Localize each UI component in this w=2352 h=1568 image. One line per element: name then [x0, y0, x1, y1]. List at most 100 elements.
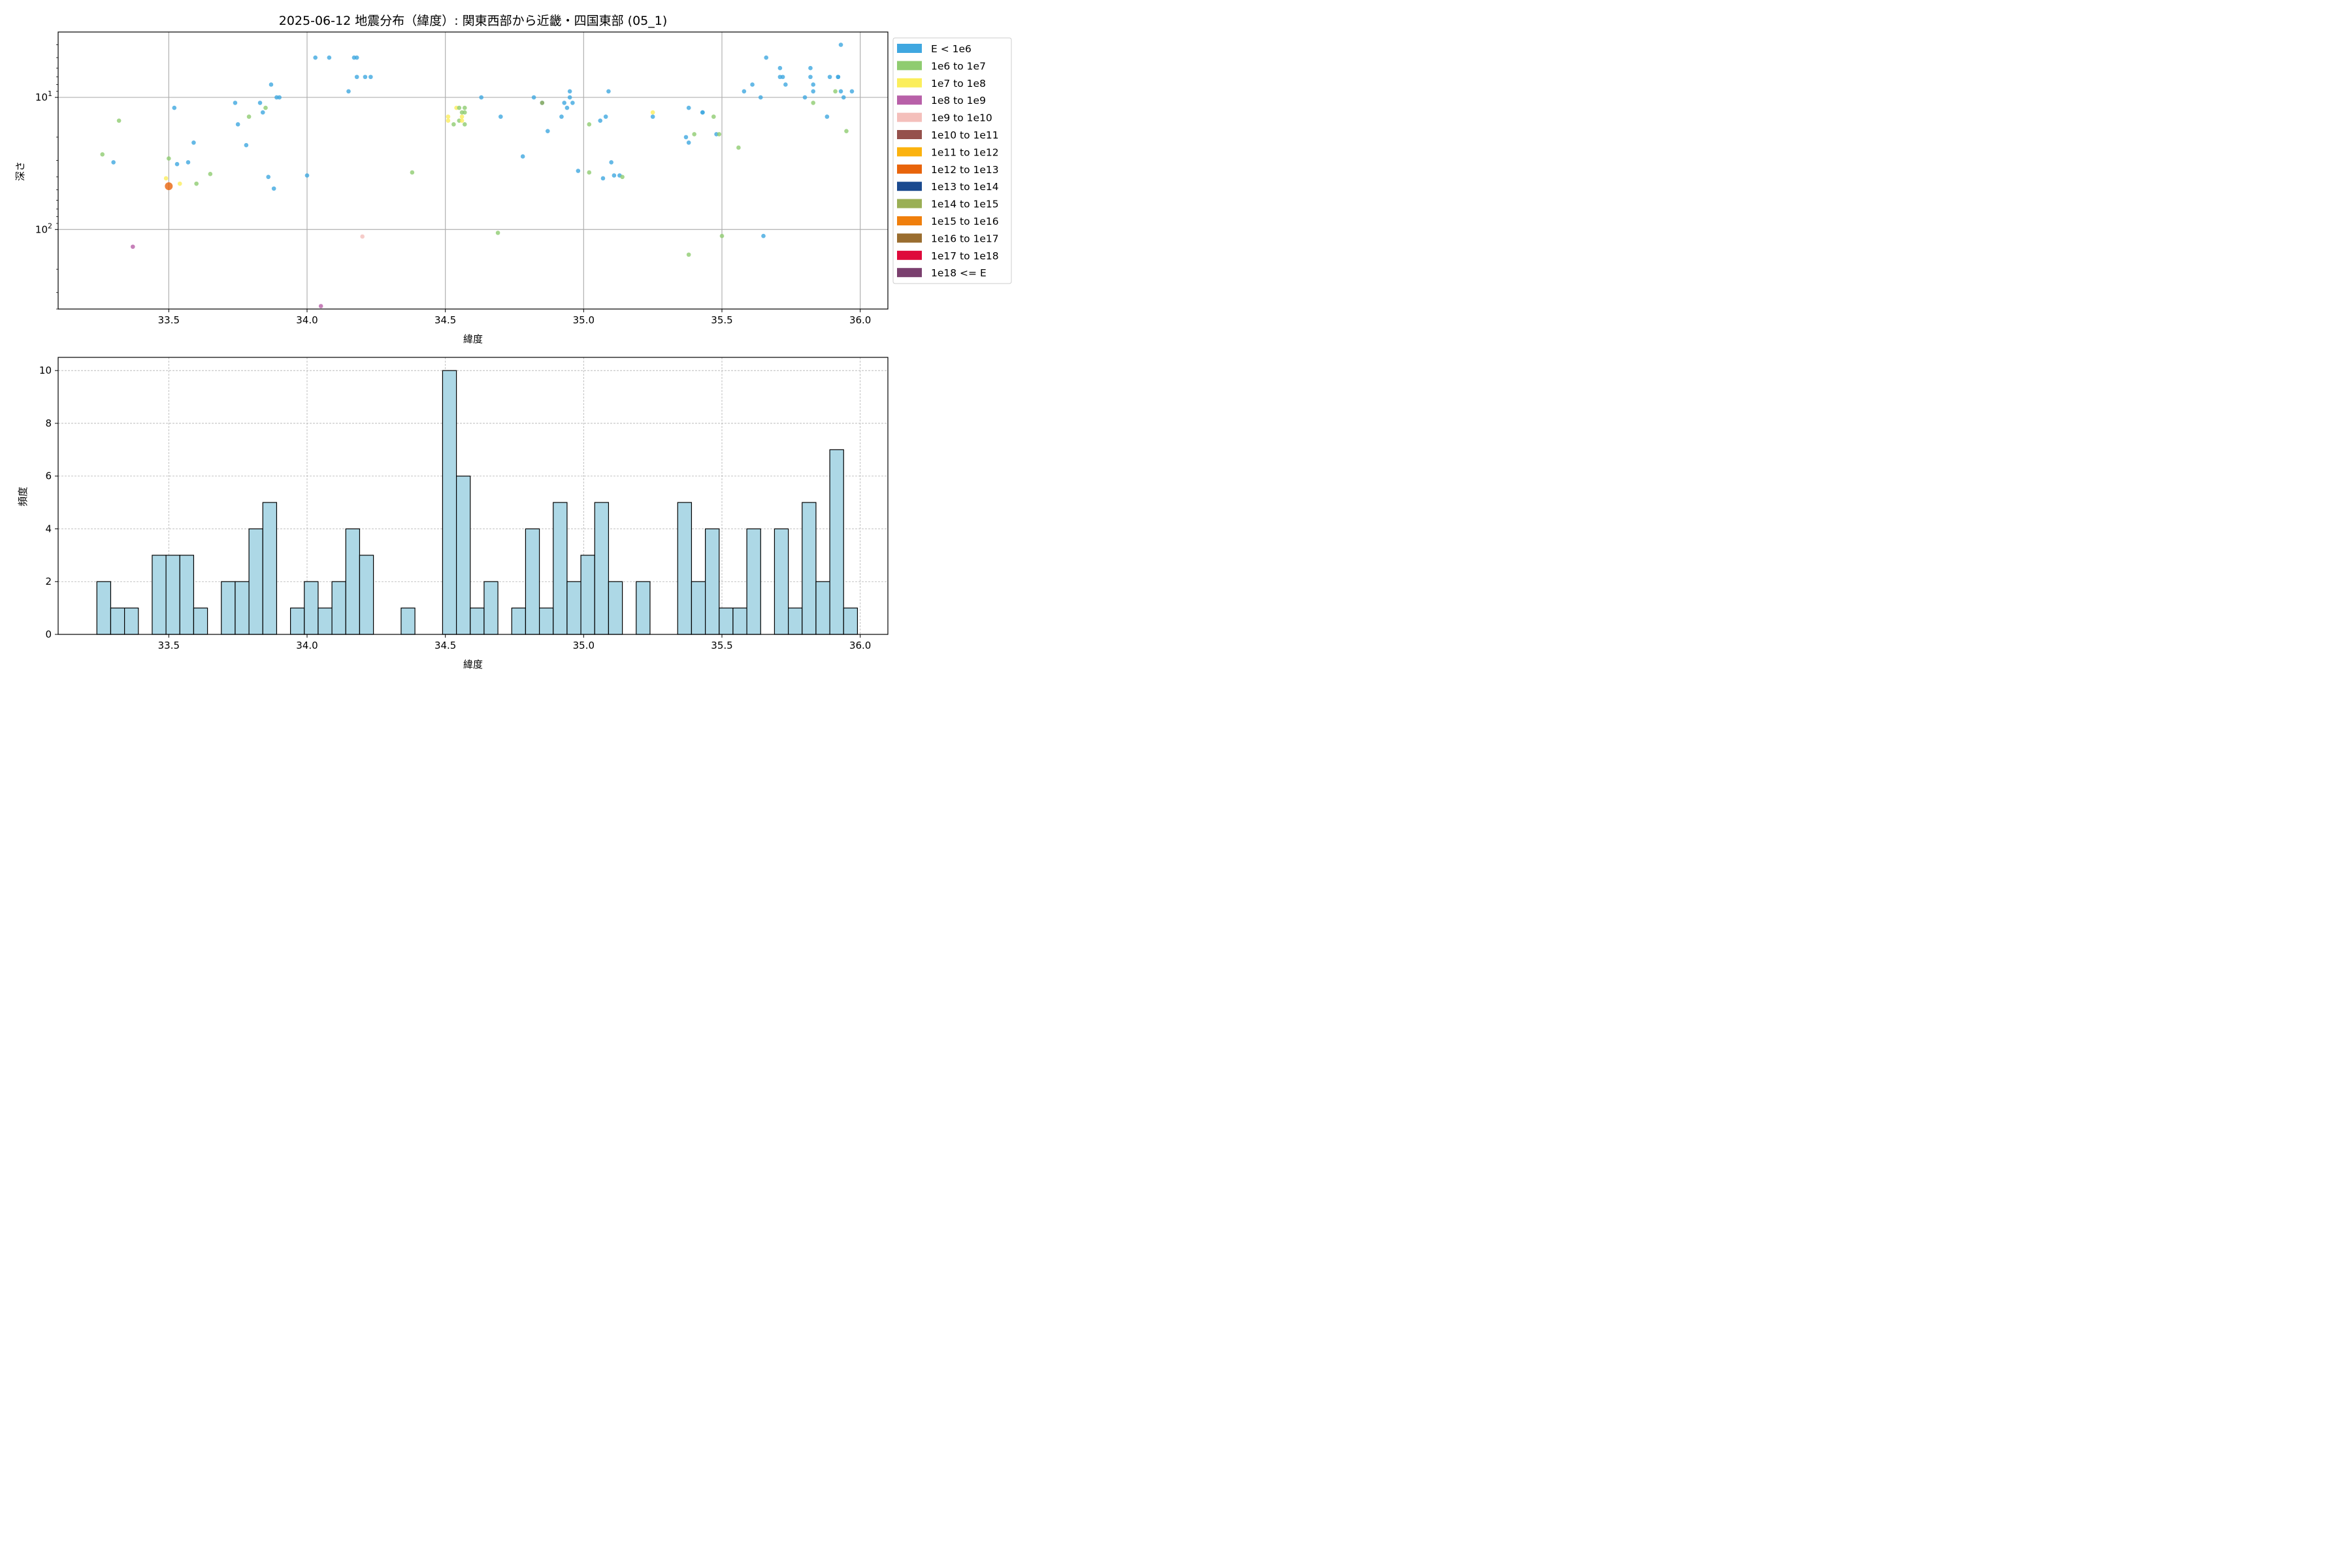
scatter-point [783, 82, 788, 87]
scatter-point [700, 110, 705, 115]
histogram-bar [511, 608, 527, 635]
scatter-point [811, 89, 815, 94]
histogram-x-tick-label: 35.5 [711, 640, 732, 651]
legend-swatch [897, 130, 922, 139]
scatter-point [849, 89, 855, 94]
histogram-bar [829, 449, 844, 635]
scatter-point [780, 74, 785, 80]
histogram-bar [815, 581, 830, 635]
scatter-point [711, 114, 716, 119]
scatter-point [463, 105, 467, 110]
scatter-point [761, 233, 766, 238]
scatter-point [570, 101, 575, 105]
legend-swatch [897, 95, 922, 105]
legend-label: 1e9 to 1e10 [931, 112, 992, 124]
legend-swatch [897, 112, 922, 122]
legend-swatch [897, 164, 922, 174]
scatter-point [194, 181, 199, 186]
scatter-point [841, 95, 846, 100]
scatter-point [587, 170, 592, 175]
scatter-point [777, 65, 783, 71]
scatter-point [758, 95, 763, 100]
scatter-ticks: 33.5 34.0 34.5 35.0 35.5 36.0 101 102 [35, 44, 871, 326]
legend-label: 1e6 to 1e7 [931, 60, 986, 72]
histogram-ylabel: 頻度 [17, 487, 29, 506]
histogram-bar [455, 476, 471, 635]
histogram-bar [636, 581, 651, 635]
scatter-point [686, 252, 691, 257]
legend-label: 1e12 to 1e13 [931, 164, 999, 176]
scatter-point [598, 118, 603, 123]
scatter-point [244, 142, 249, 148]
scatter-point [567, 95, 572, 100]
legend-label: 1e15 to 1e16 [931, 216, 999, 227]
scatter-point [131, 244, 135, 249]
figure-title: 2025-06-12 地震分布（緯度）: 関東西部から近畿・四国東部 (05_1… [279, 14, 668, 28]
scatter-point [808, 74, 813, 80]
scatter-point [479, 95, 483, 100]
histogram-bar [304, 581, 319, 635]
histogram-panel: 33.5 34.0 34.5 35.0 35.5 36.0 0 2 4 6 8 10 緯度 頻度 [17, 357, 889, 670]
scatter-point [836, 74, 841, 80]
histogram-bar [124, 608, 139, 635]
histogram-bar [193, 608, 208, 635]
scatter-point [559, 114, 564, 119]
scatter-point [263, 105, 268, 110]
scatter-point [100, 152, 105, 157]
scatter-point [327, 55, 332, 60]
scatter-point [111, 160, 116, 165]
scatter-point [650, 110, 655, 115]
legend-label: 1e13 to 1e14 [931, 181, 999, 193]
legend-swatch [897, 250, 922, 260]
scatter-point [531, 95, 536, 100]
scatter-point [257, 101, 263, 105]
legend-label: 1e7 to 1e8 [931, 78, 986, 90]
scatter-point [459, 114, 465, 119]
scatter-point [174, 161, 180, 167]
scatter-point [346, 89, 351, 94]
scatter-point [186, 160, 191, 165]
histogram-bar [594, 502, 610, 635]
scatter-point [463, 110, 467, 115]
scatter-point [520, 154, 525, 159]
scatter-y-tick-label: 102 [35, 221, 52, 235]
scatter-point [808, 65, 813, 71]
scatter-point [446, 114, 451, 119]
legend-swatch [897, 78, 922, 88]
scatter-point [686, 105, 691, 110]
scatter-point [811, 82, 815, 87]
scatter-point [177, 181, 182, 186]
scatter-x-tick-label: 34.5 [434, 314, 456, 326]
scatter-point [498, 114, 503, 119]
histogram-bar [248, 528, 263, 635]
legend-box [892, 37, 1012, 284]
scatter-point [266, 174, 271, 180]
scatter-point [172, 105, 177, 110]
scatter-point [717, 132, 722, 137]
histogram-y-tick-label: 6 [45, 470, 52, 482]
histogram-axes-frame [57, 357, 889, 635]
scatter-point [277, 95, 282, 100]
histogram-y-tick-label: 2 [45, 576, 52, 587]
legend-swatch [897, 61, 922, 71]
scatter-point [562, 101, 566, 105]
histogram-bar [442, 370, 457, 635]
scatter-point [269, 82, 274, 87]
histogram-bar [221, 581, 236, 635]
scatter-ylabel: 深さ [14, 161, 26, 181]
scatter-point [838, 42, 843, 47]
scatter-point [457, 105, 462, 110]
scatter-x-tick-label: 35.0 [573, 314, 595, 326]
scatter-point [844, 129, 849, 133]
histogram-bar [802, 502, 817, 635]
scatter-point [686, 140, 691, 145]
scatter-point [692, 132, 696, 137]
scatter-point [603, 114, 608, 119]
legend-label: 1e17 to 1e18 [931, 250, 999, 262]
histogram-bar [774, 528, 789, 635]
scatter-point [354, 55, 359, 60]
scatter-point [764, 55, 769, 60]
histogram-bar [704, 528, 720, 635]
legend-label: 1e18 <= E [931, 267, 987, 279]
histogram-bar [677, 502, 693, 635]
